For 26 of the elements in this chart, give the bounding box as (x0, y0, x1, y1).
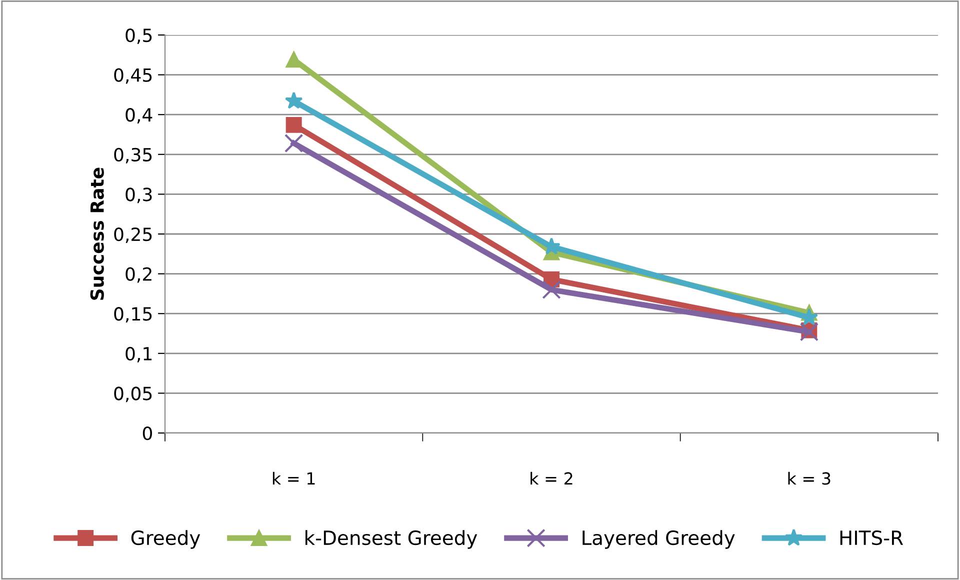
point (284, 134, 304, 153)
y-tick-label: 0,25 (114, 227, 152, 243)
point (542, 237, 560, 255)
point (542, 280, 561, 300)
y-tick-label: 0,5 (126, 28, 152, 44)
y-axis-title: Success Rate (90, 168, 104, 300)
legend-label: Greedy (131, 530, 200, 549)
y-tick-label: 0,4 (126, 108, 152, 124)
point (286, 52, 302, 68)
point (284, 92, 303, 109)
legend-label: k-Densest Greedy (306, 530, 478, 549)
y-tick-label: 0 (142, 426, 152, 440)
y-tick-label: 0,35 (114, 148, 152, 164)
point (286, 116, 302, 133)
x-tick-label: k = 1 (272, 472, 315, 485)
y-tick-label: 0,45 (114, 68, 152, 84)
y-tick-label: 0,15 (114, 307, 152, 323)
x-tick-label: k = 3 (788, 472, 830, 485)
x-tick-label: k = 2 (530, 472, 572, 485)
y-tick-label: 0,1 (126, 346, 152, 362)
point (800, 322, 819, 342)
y-tick-label: 0,05 (114, 386, 152, 402)
y-tick-label: 0,3 (126, 188, 152, 204)
legend-label: HITS-R (840, 530, 904, 546)
legend-label: Layered Greedy (582, 530, 735, 549)
y-tick-label: 0,2 (126, 267, 152, 283)
